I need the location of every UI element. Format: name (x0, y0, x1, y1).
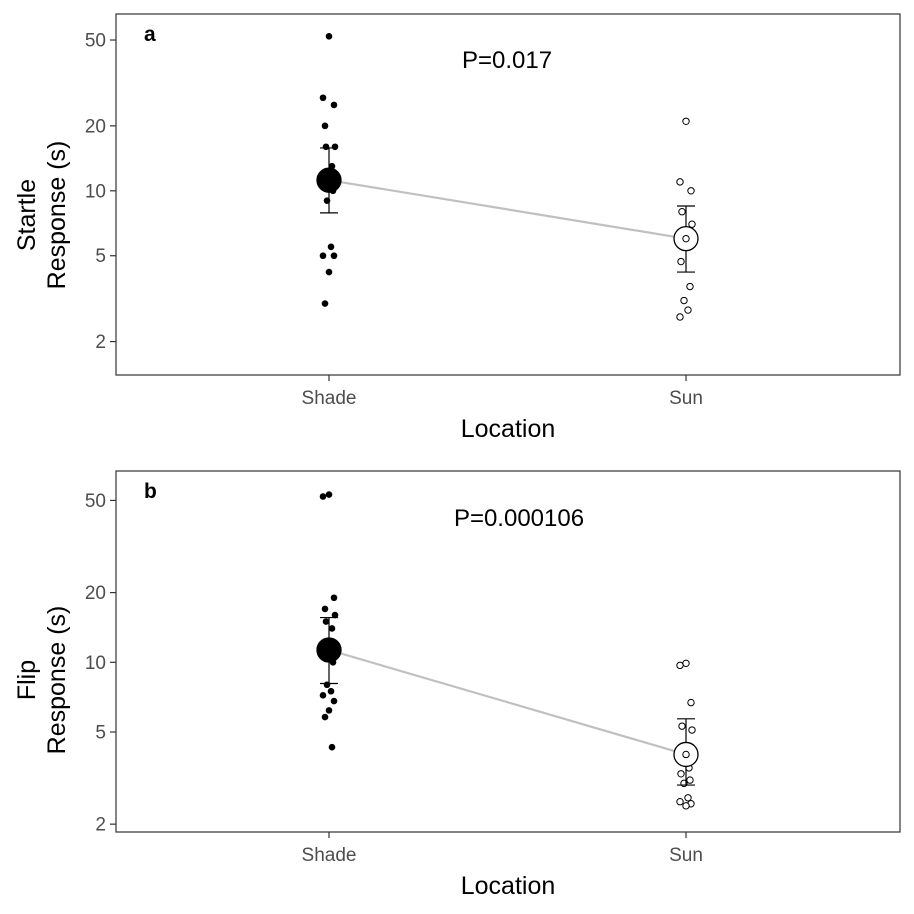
data-point-shade (322, 618, 330, 625)
data-point-sun (676, 661, 684, 670)
panel-a: 2 5 10 20 50 Shade Sun Location StartleResponse … (13, 13, 901, 443)
data-point-shade (325, 268, 333, 276)
p-value-annotation: P=0.000106 (454, 505, 584, 532)
data-point-sun (687, 187, 695, 195)
data-point-sun (687, 698, 695, 707)
data-point-sun (678, 722, 686, 730)
data-point-shade (328, 743, 336, 751)
plot-border (115, 470, 901, 833)
y-tick-label: 50 (85, 31, 106, 52)
y-axis-title-line1: Startle (13, 179, 41, 251)
data-point-shade (321, 605, 329, 613)
data-point-shade (325, 707, 333, 714)
plot-border (115, 13, 901, 376)
panel-label: a (144, 23, 156, 46)
data-point-shade (327, 687, 335, 695)
y-tick-label: 20 (85, 116, 106, 137)
data-point-sun (684, 794, 692, 802)
data-point-shade (319, 493, 327, 500)
data-point-shade (331, 611, 339, 619)
mean-connector-line (328, 179, 687, 240)
y-tick-label: 10 (85, 653, 106, 674)
y-axis-title-line1: Flip (13, 660, 41, 700)
x-tick-label: Shade (302, 388, 357, 409)
y-tick-label: 2 (95, 332, 106, 353)
data-point-shade (319, 252, 327, 260)
x-axis-title: Location (461, 415, 556, 443)
data-point-shade (328, 625, 336, 632)
data-point-sun (682, 802, 690, 810)
data-point-shade (330, 697, 338, 705)
y-axis-title: FlipResponse (s) (13, 606, 71, 755)
mean-marker-shade (316, 637, 342, 663)
y-axis-title-line2: Response (s) (43, 606, 71, 755)
data-point-shade (321, 300, 329, 307)
data-point-sun (676, 798, 684, 806)
y-tick-label: 10 (85, 181, 106, 202)
x-axis-title: Location (461, 872, 556, 900)
mean-marker-inner-point (682, 750, 690, 759)
y-axis-title: StartleResponse (s) (13, 141, 71, 290)
y-tick-label: 50 (85, 491, 106, 512)
y-tick-label: 20 (85, 583, 106, 604)
y-tick-label: 5 (95, 723, 106, 744)
data-point-sun (686, 282, 694, 291)
data-point-shade (330, 594, 338, 602)
panel-label: b (144, 480, 157, 503)
x-tick-label: Shade (302, 845, 357, 866)
data-point-shade (322, 143, 330, 151)
panel-b: 2 5 10 20 50 Shade Sun Location FlipResponse (s)… (13, 470, 901, 900)
y-tick-label: 2 (95, 815, 106, 836)
data-point-shade (330, 101, 338, 109)
data-point-sun (682, 117, 690, 125)
data-point-shade (319, 94, 327, 102)
data-point-sun (686, 776, 694, 784)
data-point-sun (676, 178, 684, 186)
data-point-sun (677, 770, 685, 778)
data-point-shade (331, 143, 339, 151)
p-value-annotation: P=0.017 (462, 47, 552, 74)
mean-connector-line (328, 648, 687, 756)
data-point-sun (688, 726, 696, 734)
data-point-shade (321, 713, 329, 721)
data-point-sun (684, 306, 692, 314)
data-point-shade (330, 252, 338, 260)
data-point-shade (321, 122, 329, 130)
y-tick-label: 5 (95, 246, 106, 267)
data-point-sun (677, 257, 685, 266)
x-tick-label: Sun (669, 388, 703, 409)
data-point-sun (678, 208, 686, 216)
mean-marker-inner-point (682, 234, 690, 243)
mean-marker-shade (316, 167, 342, 193)
y-axis-title-line2: Response (s) (43, 141, 71, 290)
data-point-shade (319, 692, 327, 699)
data-point-sun (680, 296, 688, 305)
data-point-sun (676, 313, 684, 321)
data-point-shade (325, 33, 333, 40)
data-point-sun (682, 659, 690, 668)
x-tick-label: Sun (669, 845, 703, 866)
data-point-shade (325, 491, 333, 498)
data-point-sun (688, 220, 696, 228)
data-point-shade (327, 243, 335, 251)
